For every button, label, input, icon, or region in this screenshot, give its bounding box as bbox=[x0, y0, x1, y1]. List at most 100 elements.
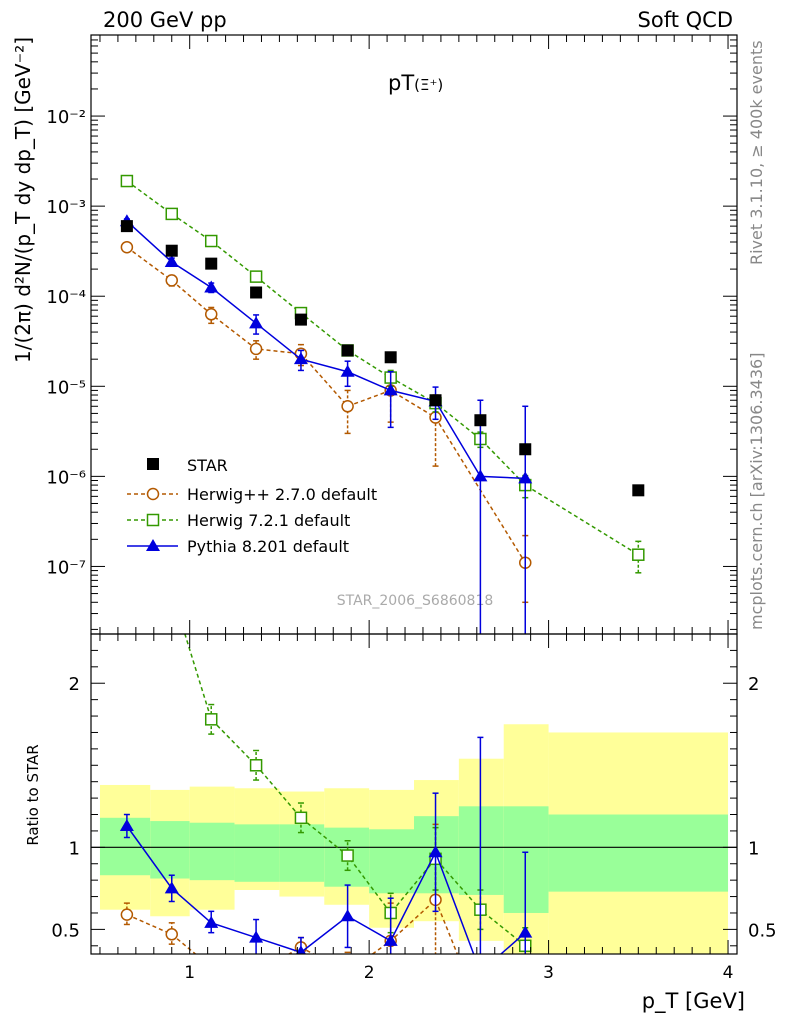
y-ratio-tick-label-left: 2 bbox=[69, 674, 80, 695]
star-point-0 bbox=[120, 220, 133, 233]
ratio-herwig7-point-0 bbox=[121, 486, 132, 497]
legend-label-pythia: Pythia 8.201 default bbox=[187, 537, 349, 556]
band-inner-3 bbox=[234, 824, 280, 882]
legend-label-herwigpp: Herwig++ 2.7.0 default bbox=[187, 485, 377, 504]
band-inner-2 bbox=[189, 822, 235, 881]
y-main-tick-label: 10⁻⁷ bbox=[46, 557, 86, 578]
ratio-pythia-line bbox=[126, 825, 526, 954]
x-axis-title: p_T [GeV] bbox=[642, 989, 745, 1014]
herwigpp-point-2 bbox=[204, 308, 218, 321]
band-inner-10 bbox=[548, 814, 729, 892]
y-main-tick-label: 10⁻⁶ bbox=[46, 467, 86, 488]
x-tick-label: 2 bbox=[364, 963, 375, 983]
herwigpp-point-3 bbox=[249, 342, 263, 356]
y-ratio-tick-label-right: 2 bbox=[748, 674, 759, 695]
ratio-herwigpp-point-0 bbox=[120, 908, 134, 921]
mcplots-label: mcplots.cern.ch [arXiv:1306.3436] bbox=[747, 353, 766, 630]
star-point-8 bbox=[474, 414, 487, 427]
ratio-pythia-point-0 bbox=[119, 819, 134, 831]
pythia-line bbox=[126, 220, 526, 480]
ratio-bands bbox=[99, 724, 729, 954]
y-main-tick-label: 10⁻² bbox=[46, 107, 86, 128]
star-point-7 bbox=[429, 394, 442, 407]
x-tick-label: 1 bbox=[184, 963, 195, 983]
main-plot bbox=[119, 174, 645, 634]
rivet-label: Rivet 3.1.10, ≥ 400k events bbox=[747, 40, 766, 265]
ratio-pythia-point-2 bbox=[204, 915, 219, 928]
ratio-pythia-point-7 bbox=[428, 845, 443, 858]
herwig7-point-1 bbox=[165, 207, 178, 221]
herwigpp-point-1 bbox=[165, 274, 178, 287]
x-tick-label: 3 bbox=[543, 963, 554, 983]
ratio-pythia-point-8 bbox=[473, 965, 487, 977]
pythia-point-9 bbox=[518, 471, 533, 484]
ratio-frame bbox=[90, 633, 738, 955]
band-inner-9 bbox=[503, 806, 549, 913]
herwigpp-line bbox=[126, 246, 526, 564]
analysis-watermark: STAR_2006_S6860818 bbox=[337, 593, 494, 609]
herwig7-point-2 bbox=[204, 234, 218, 248]
ratio-pythia-point-5 bbox=[340, 909, 355, 922]
ratio-pythia-point-3 bbox=[249, 930, 264, 943]
herwig7-point-3 bbox=[249, 270, 263, 283]
ratio-herwigpp-point-2 bbox=[206, 962, 217, 973]
ratio-pythia-point-1 bbox=[164, 881, 179, 894]
ratio-herwig7-point-2 bbox=[204, 713, 218, 726]
pythia-point-5 bbox=[340, 364, 355, 377]
band-inner-1 bbox=[150, 821, 190, 879]
x-tick-label: 4 bbox=[723, 963, 734, 983]
axis-ticks: 1 2 3 4 10⁻² 10⁻³ 10⁻⁴ 10⁻⁵ 10⁻⁶ 10⁻⁷ 2 2 1 1 0.5 0.5 bbox=[46, 35, 777, 983]
y-ratio-tick-label-left: 1 bbox=[69, 838, 80, 859]
ratio-herwig7-point-5 bbox=[341, 849, 354, 862]
herwigpp-point-0 bbox=[120, 240, 134, 254]
herwigpp-point-5 bbox=[341, 400, 354, 413]
legend-label-star: STAR bbox=[187, 456, 228, 475]
band-inner-6 bbox=[369, 829, 414, 894]
ratio-pythia-point-9 bbox=[518, 925, 533, 938]
ratio-herwigpp-point-8 bbox=[475, 1006, 486, 1017]
y-ratio-tick-label-right: 1 bbox=[748, 838, 759, 859]
herwig7-line bbox=[126, 180, 639, 556]
y-ratio-tick-label-left: 0.5 bbox=[51, 920, 80, 941]
y-main-tick-label: 10⁻³ bbox=[46, 197, 86, 218]
star-point-5 bbox=[341, 344, 354, 357]
energy-label: 200 GeV pp bbox=[103, 8, 227, 32]
legend-label-herwig7: Herwig 7.2.1 default bbox=[187, 511, 350, 530]
pythia-point-1 bbox=[164, 254, 179, 267]
plot-title-sub: (Ξ⁺) bbox=[414, 76, 443, 94]
star-point-10 bbox=[632, 484, 645, 497]
y-main-tick-label: 10⁻⁵ bbox=[46, 377, 86, 398]
star-point-3 bbox=[250, 286, 263, 299]
ratio-pythia-point-6 bbox=[383, 933, 398, 946]
legend-marker-pythia bbox=[146, 539, 160, 551]
ratio-herwigpp-point-5 bbox=[342, 967, 353, 978]
category-label: Soft QCD bbox=[638, 8, 733, 32]
band-inner-4 bbox=[279, 824, 325, 882]
pythia-point-4 bbox=[293, 352, 308, 365]
star-point-2 bbox=[205, 257, 218, 270]
legend-marker-herwigpp bbox=[146, 487, 160, 501]
ratio-pythia-point-4 bbox=[295, 945, 306, 954]
ratio-herwigpp-point-3 bbox=[251, 967, 262, 978]
pythia-point-2 bbox=[204, 280, 219, 293]
ratio-herwig7-point-4 bbox=[294, 811, 308, 825]
legend: STAR Herwig++ 2.7.0 default Herwig 7.2.1… bbox=[127, 456, 377, 556]
y-ratio-tick-label-right: 0.5 bbox=[748, 920, 777, 941]
star-point-1 bbox=[165, 244, 178, 257]
pythia-point-6 bbox=[383, 383, 398, 396]
herwig7-point-0 bbox=[120, 174, 134, 188]
ratio-herwig7-point-3 bbox=[249, 759, 263, 772]
ratio-plot bbox=[91, 486, 737, 1017]
ratio-herwigpp-point-9 bbox=[520, 996, 531, 1007]
ratio-herwigpp-point-1 bbox=[165, 928, 178, 941]
legend-marker-star bbox=[147, 458, 159, 470]
y-axis-title-main: 1/(2π) d²N/(p_T dy dp_T) [GeV⁻²] bbox=[11, 37, 35, 363]
star-point-9 bbox=[519, 443, 532, 456]
plot-title: pT(Ξ⁺) bbox=[388, 71, 443, 95]
band-inner-8 bbox=[458, 806, 504, 895]
plot-title-main: pT bbox=[388, 71, 414, 95]
ratio-herwig7-point-1 bbox=[166, 586, 177, 597]
y-axis-title-ratio: Ratio to STAR bbox=[24, 744, 42, 845]
star-point-4 bbox=[294, 313, 307, 326]
